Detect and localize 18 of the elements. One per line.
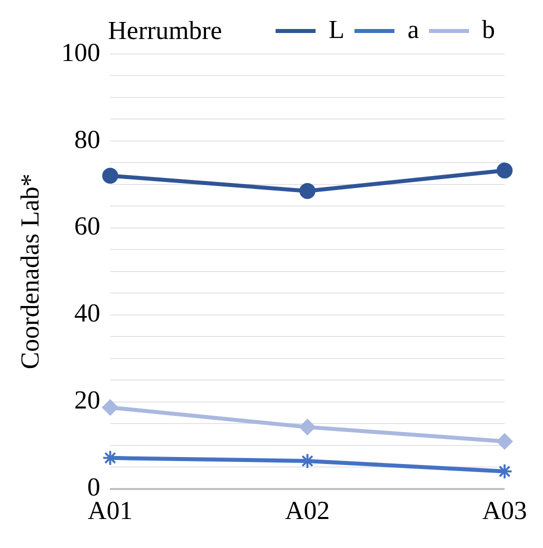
legend-label: L — [328, 14, 344, 44]
y-tick-label: 40 — [74, 298, 100, 328]
x-tick-label: A03 — [482, 496, 527, 526]
point — [102, 399, 118, 416]
point — [299, 182, 316, 199]
point — [102, 168, 118, 184]
x-tick-label: A02 — [285, 496, 330, 526]
y-tick-label: 80 — [74, 124, 100, 154]
point — [496, 433, 513, 450]
y-tick-label: 20 — [74, 386, 100, 415]
legend-title: Herrumbre — [108, 16, 222, 46]
legend-label: a — [407, 14, 420, 44]
y-tick-label: 100 — [61, 38, 100, 67]
y-axis-title: Coordenadas Lab* — [15, 174, 44, 370]
y-tick-label: 60 — [74, 212, 100, 241]
point — [496, 162, 513, 179]
legend-label: b — [482, 14, 495, 44]
point — [299, 419, 316, 436]
